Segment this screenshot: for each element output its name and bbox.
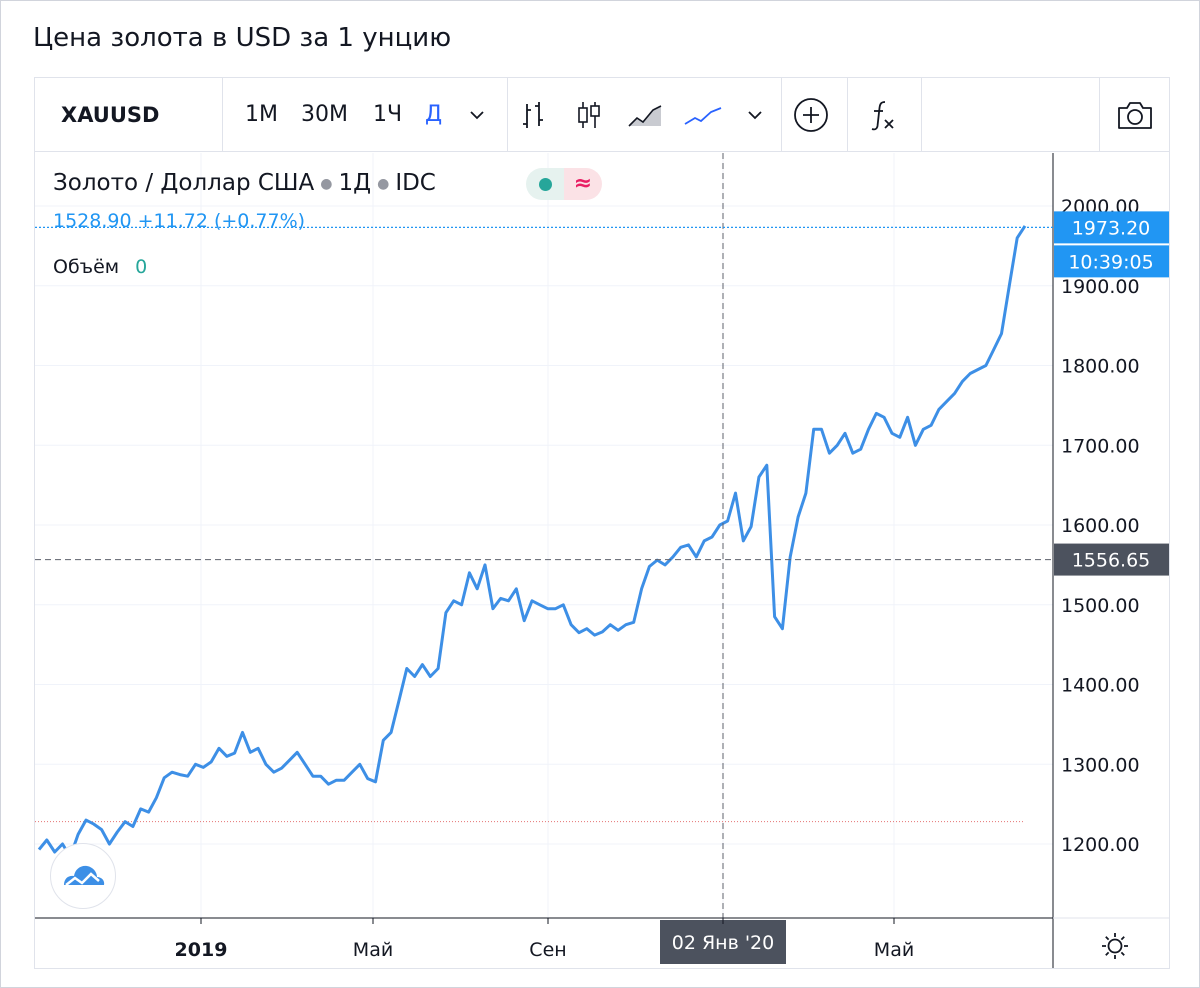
legend-separator: ● (377, 175, 390, 192)
crosshair-price-label-bg (1054, 543, 1169, 576)
page-title: Цена золота в USD за 1 унцию (33, 23, 452, 53)
legend-volume: Объём 0 (53, 256, 147, 278)
market-status-pill: ≈ (526, 168, 602, 200)
x-tick-label: 2019 (175, 939, 228, 961)
tradingview-logo[interactable] (50, 843, 116, 909)
x-tick-label: Сен (529, 939, 566, 961)
toolbar-divider (1099, 78, 1100, 152)
time-axis: 2019 Май Сен Май (35, 917, 1169, 961)
legend-instrument: Золото / Доллар США (53, 170, 315, 196)
bar-chart-icon[interactable] (513, 96, 553, 134)
candles-icon[interactable] (569, 96, 609, 134)
crosshair-date-label-bg (660, 920, 786, 964)
area-chart-icon[interactable] (625, 96, 665, 134)
legend-interval: 1Д (338, 170, 372, 196)
price-line (37, 225, 1027, 859)
y-tick-label: 1300.00 (1061, 754, 1140, 776)
crosshair-date-label: 02 Янв '20 (672, 932, 774, 954)
countdown-label: 10:39:05 (1068, 251, 1153, 273)
last-price-label-bg (1054, 211, 1169, 244)
legend-price: 1528.90 +11.72 (+0.77%) (53, 210, 306, 232)
toolbar-divider (847, 78, 848, 152)
symbol-search-button[interactable]: XAUUSD (61, 103, 160, 127)
add-compare-icon[interactable] (791, 96, 831, 134)
indicators-fx-icon[interactable] (865, 96, 905, 134)
toolbar-divider (781, 78, 782, 152)
chevron-down-icon[interactable] (735, 96, 775, 134)
chart-toolbar: XAUUSD 1М 30М 1Ч Д (35, 78, 1169, 152)
interval-1m-button[interactable]: 1М (245, 102, 278, 127)
y-tick-label: 1900.00 (1061, 276, 1140, 298)
line-chart-icon[interactable] (683, 96, 723, 134)
chart-widget: XAUUSD 1М 30М 1Ч Д (34, 77, 1170, 969)
interval-1h-button[interactable]: 1Ч (373, 102, 403, 127)
crosshair-price-label: 1556.65 (1072, 550, 1151, 572)
x-tick-label: Май (874, 939, 914, 961)
legend-separator: ● (320, 175, 333, 192)
volume-value: 0 (135, 256, 148, 278)
camera-icon[interactable] (1115, 96, 1155, 134)
y-tick-label: 1800.00 (1061, 356, 1140, 378)
y-tick-label: 1400.00 (1061, 675, 1140, 697)
last-price-label: 1973.20 (1072, 217, 1151, 239)
interval-day-button[interactable]: Д (425, 102, 443, 127)
x-tick-label: Май (353, 939, 393, 961)
countdown-label-bg (1054, 245, 1169, 278)
chart-grid (35, 153, 1053, 918)
chevron-down-icon[interactable] (457, 96, 497, 134)
y-tick-label: 1500.00 (1061, 595, 1140, 617)
price-axis: 2000.001900.001800.001700.001600.001500.… (35, 153, 1169, 968)
settings-gear-icon[interactable] (1099, 930, 1131, 962)
market-open-indicator[interactable] (526, 168, 564, 200)
volume-label: Объём (53, 256, 120, 278)
approx-icon[interactable]: ≈ (564, 168, 602, 200)
legend-title: Золото / Доллар США ● 1Д ● IDC (53, 170, 436, 196)
toolbar-divider (222, 78, 223, 152)
interval-30m-button[interactable]: 30М (301, 102, 348, 127)
toolbar-divider (507, 78, 508, 152)
legend-source: IDC (395, 170, 436, 196)
y-tick-label: 1700.00 (1061, 435, 1140, 457)
status-dot-icon (539, 178, 552, 191)
crosshair: 1556.65 02 Янв '20 (35, 153, 1169, 964)
price-series-line (37, 225, 1027, 859)
y-tick-label: 1600.00 (1061, 515, 1140, 537)
toolbar-divider (921, 78, 922, 152)
y-tick-label: 1200.00 (1061, 834, 1140, 856)
